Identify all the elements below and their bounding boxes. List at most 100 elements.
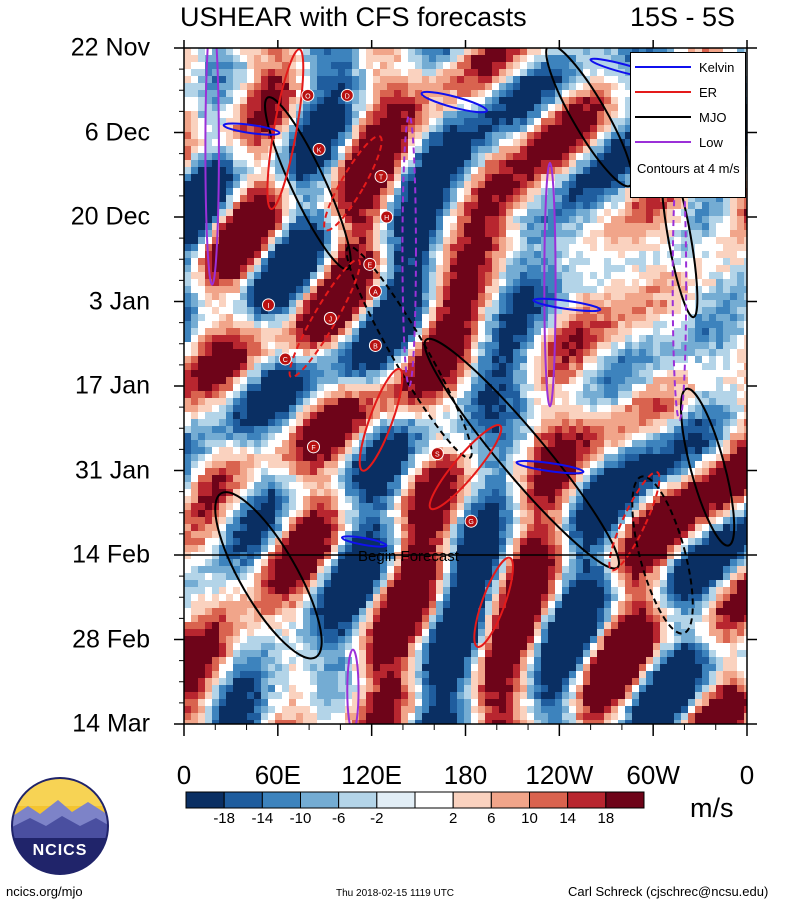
heat-cell [373,377,381,385]
heat-cell [429,342,437,350]
heat-cell [471,440,479,448]
heat-cell [212,398,220,406]
heat-cell [506,447,514,455]
heat-cell [555,454,563,462]
heat-cell [464,440,472,448]
heat-cell [674,258,682,266]
heat-cell [639,258,647,266]
heat-cell [492,377,500,385]
heat-cell [268,307,276,315]
heat-cell [317,111,325,119]
heat-cell [429,62,437,70]
heat-cell [506,440,514,448]
heat-cell [541,384,549,392]
heat-cell [219,181,227,189]
heat-cell [436,223,444,231]
heat-cell [226,181,234,189]
heat-cell [478,76,486,84]
heat-cell [695,461,703,469]
heat-cell [352,447,360,455]
heat-cell [534,244,542,252]
heat-cell [366,447,374,455]
heat-cell [541,475,549,483]
heat-cell [527,251,535,259]
heat-cell [450,118,458,126]
heat-cell [618,370,626,378]
heat-cell [205,405,213,413]
heat-cell [289,426,297,434]
heat-cell [408,468,416,476]
heat-cell [317,321,325,329]
heat-cell [527,405,535,413]
heat-cell [457,132,465,140]
heat-cell [254,111,262,119]
heat-cell [590,153,598,161]
heat-cell [289,62,297,70]
heat-cell [639,237,647,245]
heat-cell [478,55,486,63]
heat-cell [653,405,661,413]
heat-cell [331,97,339,105]
heat-cell [338,237,346,245]
heat-cell [184,356,192,364]
heat-cell [590,244,598,252]
heat-cell [527,349,535,357]
heat-cell [604,244,612,252]
heat-cell [394,188,402,196]
heat-cell [429,118,437,126]
heat-cell [415,202,423,210]
heat-cell [429,216,437,224]
heat-cell [233,97,241,105]
heat-cell [590,321,598,329]
heat-cell [639,48,647,56]
heat-cell [387,139,395,147]
heat-cell [499,272,507,280]
heat-cell [737,461,745,469]
heat-cell [499,237,507,245]
heat-cell [632,405,640,413]
heat-cell [219,398,227,406]
heat-cell [499,209,507,217]
heat-cell [450,412,458,420]
heat-cell [464,160,472,168]
heat-cell [506,230,514,238]
heat-cell [464,118,472,126]
heat-cell [583,237,591,245]
heat-cell [506,405,514,413]
heat-cell [331,398,339,406]
heat-cell [618,272,626,280]
heat-cell [380,97,388,105]
heat-cell [198,279,206,287]
heat-cell [219,146,227,154]
heat-cell [436,461,444,469]
heat-cell [212,384,220,392]
heat-cell [324,405,332,413]
heat-cell [324,83,332,91]
heat-cell [457,139,465,147]
heat-cell [254,349,262,357]
heat-cell [569,279,577,287]
heat-cell [506,216,514,224]
heat-cell [485,69,493,77]
heat-cell [506,258,514,266]
heat-cell [268,265,276,273]
heat-cell [492,97,500,105]
heat-cell [338,468,346,476]
heat-cell [282,426,290,434]
heat-cell [506,174,514,182]
heat-cell [590,384,598,392]
heat-cell [310,426,318,434]
heat-cell [184,307,192,315]
heat-cell [254,272,262,280]
heat-cell [618,48,626,56]
heat-cell [205,83,213,91]
heat-cell [548,104,556,112]
heat-cell [506,118,514,126]
heat-cell [226,153,234,161]
heat-cell [247,160,255,168]
heat-cell [506,223,514,231]
heat-cell [254,454,262,462]
heat-cell [310,139,318,147]
heat-cell [506,419,514,427]
heat-cell [555,146,563,154]
